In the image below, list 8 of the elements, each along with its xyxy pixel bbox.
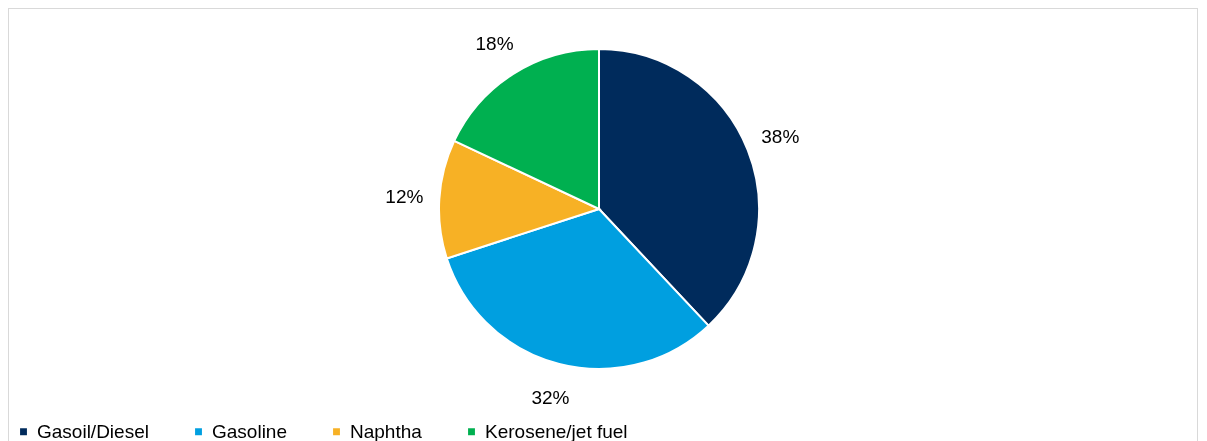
data-label: 32% [531,386,570,408]
legend-label: Gasoline [212,420,287,441]
legend-label: Kerosene/jet fuel [485,420,628,441]
data-label: 38% [761,126,800,148]
data-label: 12% [385,185,424,207]
data-label: 18% [475,33,514,55]
legend-label: Naphtha [350,420,423,441]
legend-label: Gasoil/Diesel [37,420,149,441]
